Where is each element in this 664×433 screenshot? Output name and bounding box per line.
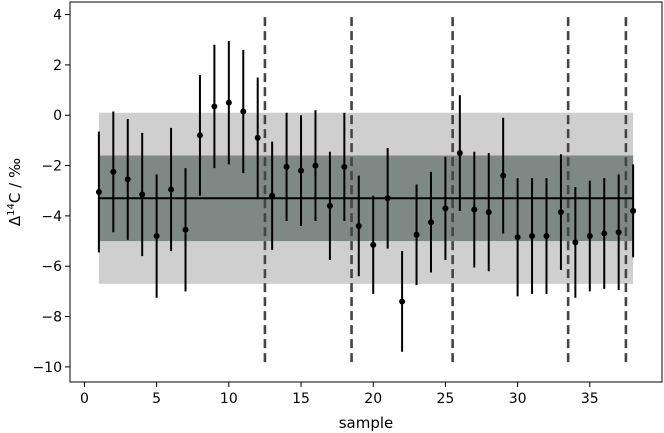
y-tick-label: 0 [53, 108, 62, 124]
data-point-18 [341, 163, 348, 170]
y-tick-label: 4 [53, 8, 62, 24]
y-tick-label: −2 [41, 159, 62, 175]
y-tick-label: 2 [53, 58, 62, 74]
data-point-21 [384, 195, 391, 202]
y-axis-ticks: −10 −8 −6 −4 −2 0 2 4 [32, 8, 70, 376]
data-point-31 [529, 233, 536, 240]
y-axis-label-rest: C / ‰ [6, 158, 24, 203]
data-point-20 [370, 241, 377, 248]
data-point-24 [427, 219, 434, 226]
data-point-35 [586, 233, 593, 240]
x-tick-label: 20 [364, 391, 382, 407]
data-point-2 [110, 168, 117, 175]
data-point-1 [95, 189, 102, 195]
x-tick-label: 5 [152, 391, 161, 407]
x-axis-ticks: 0 5 10 15 20 25 30 35 [80, 382, 599, 407]
data-point-23 [413, 231, 420, 238]
data-point-27 [471, 206, 478, 213]
data-point-33 [557, 209, 564, 216]
x-tick-label: 15 [292, 391, 310, 407]
data-point-26 [456, 149, 463, 156]
data-point-34 [572, 239, 579, 246]
y-tick-label: −4 [41, 209, 62, 225]
data-point-11 [240, 108, 247, 115]
data-point-29 [500, 172, 507, 179]
data-point-14 [283, 163, 290, 170]
data-point-32 [543, 233, 550, 240]
y-tick-label: −8 [41, 310, 62, 326]
x-tick-label: 25 [437, 391, 455, 407]
data-point-6 [168, 186, 175, 193]
data-point-22 [399, 298, 406, 305]
data-point-3 [124, 176, 131, 183]
data-point-10 [225, 99, 232, 106]
data-point-12 [254, 134, 261, 141]
data-point-36 [601, 230, 608, 237]
data-point-16 [312, 162, 319, 169]
y-axis-label-superscript: 14 [6, 203, 17, 216]
data-point-30 [514, 234, 521, 241]
data-point-5 [153, 233, 160, 240]
data-point-13 [269, 192, 276, 199]
plot-frame [69, 1, 663, 383]
data-point-37 [615, 229, 622, 236]
y-axis-label-delta: Δ [6, 215, 24, 226]
x-axis-label: sample [339, 414, 394, 432]
data-points-layer [95, 41, 637, 352]
x-tick-label: 30 [509, 391, 527, 407]
y-tick-label: −10 [32, 360, 62, 376]
data-point-4 [139, 191, 146, 198]
data-point-38 [630, 207, 637, 214]
data-point-28 [485, 209, 492, 216]
x-tick-label: 0 [80, 391, 89, 407]
x-tick-label: 35 [581, 391, 599, 407]
data-point-25 [442, 205, 449, 212]
x-tick-label: 10 [220, 391, 238, 407]
data-point-7 [182, 226, 189, 233]
data-point-17 [326, 202, 333, 209]
y-tick-label: −6 [41, 259, 62, 275]
separator-lines-layer [263, 17, 628, 367]
data-point-8 [196, 132, 203, 139]
y-axis-label: Δ14C / ‰ [6, 158, 24, 226]
data-point-9 [211, 103, 218, 110]
data-point-19 [355, 222, 362, 229]
data-point-15 [298, 167, 305, 174]
